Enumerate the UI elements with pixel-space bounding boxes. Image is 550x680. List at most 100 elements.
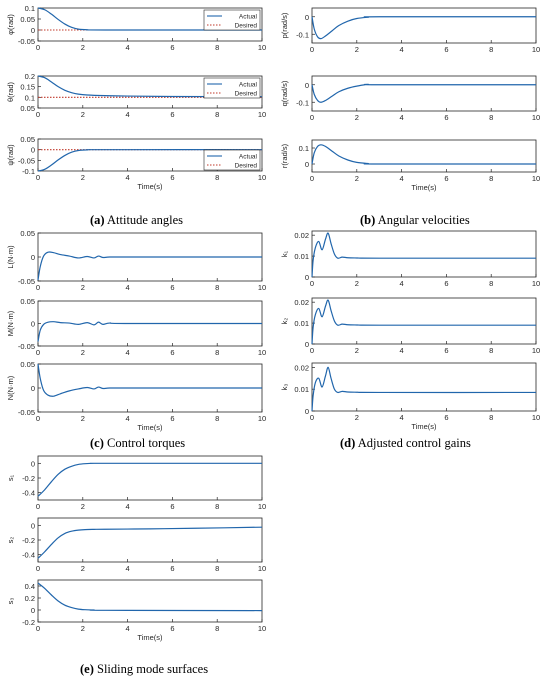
y-tick-label: 0: [305, 81, 309, 90]
x-tick-label: 6: [170, 283, 174, 292]
series-line-c3: [37, 363, 262, 397]
series-line-d1: [311, 232, 537, 278]
x-tick-label: 8: [489, 174, 493, 183]
x-tick-label: 10: [532, 45, 540, 54]
y-tick-label: 0: [31, 253, 35, 262]
y-tick-label: 0.02: [294, 298, 309, 307]
x-tick-label: 8: [215, 414, 219, 423]
x-tick-label: 8: [489, 346, 493, 355]
x-tick-label: 2: [81, 110, 85, 119]
plot-frame: [311, 139, 537, 173]
x-tick-label: 6: [444, 113, 448, 122]
y-tick-label: -0.4: [22, 489, 35, 498]
x-tick-label: 10: [258, 414, 266, 423]
x-tick-label: 2: [355, 45, 359, 54]
subplot-d1: 0.02 0.01 00 2 4 6 8 10 k₁: [280, 230, 540, 288]
legend: Actual Desired: [203, 9, 261, 31]
subplot-c3: 0.050-0.050 2 4 6 8 10N(N·m)Time(s): [6, 360, 266, 432]
x-tick-label: 2: [81, 414, 85, 423]
y-axis-label: s₂: [6, 537, 15, 544]
x-tick-label: 10: [532, 413, 540, 422]
y-tick-label: 0.01: [294, 385, 309, 394]
series-line-c1: [37, 251, 262, 281]
x-tick-label: 0: [36, 110, 40, 119]
y-tick-label: 0: [31, 146, 35, 155]
series-line-e3: [37, 582, 263, 612]
x-tick-label: 0: [36, 348, 40, 357]
subplot-b1: 0-0.10 2 4 6 8 10p(rad/s): [280, 7, 540, 54]
y-tick-label: 0: [305, 160, 309, 169]
legend-label: Desired: [235, 163, 258, 170]
y-tick-label: 0.05: [20, 229, 35, 238]
y-axis-label: N(N·m): [6, 375, 15, 400]
caption-d: (d) Adjusted control gains: [340, 436, 471, 450]
x-axis-label: Time(s): [411, 422, 437, 431]
y-axis-label: s₃: [6, 598, 15, 605]
series-line-c2: [37, 321, 263, 342]
y-axis-label: q(rad/s): [280, 80, 289, 106]
x-tick-label: 10: [532, 174, 540, 183]
x-axis-label: Time(s): [137, 633, 163, 642]
x-tick-label: 6: [444, 346, 448, 355]
y-tick-label: 0.4: [25, 582, 35, 591]
y-tick-label: 0.02: [294, 231, 309, 240]
x-tick-label: 6: [170, 110, 174, 119]
x-tick-label: 4: [400, 413, 404, 422]
y-axis-label: k₃: [280, 384, 289, 391]
x-tick-label: 0: [36, 414, 40, 423]
x-tick-label: 0: [310, 346, 314, 355]
x-tick-label: 6: [170, 502, 174, 511]
x-tick-label: 8: [215, 283, 219, 292]
x-tick-label: 0: [36, 624, 40, 633]
y-tick-label: 0.1: [25, 4, 35, 13]
plot-frame: [37, 517, 263, 563]
subplot-b2: 0-0.10 2 4 6 8 10q(rad/s): [280, 75, 540, 122]
x-tick-label: 8: [489, 279, 493, 288]
series-line-d3: [311, 366, 537, 412]
y-axis-label: M(N·m): [6, 310, 15, 336]
x-tick-label: 6: [444, 279, 448, 288]
legend-box: [203, 149, 261, 171]
x-tick-label: 0: [310, 279, 314, 288]
y-tick-label: 0.2: [25, 594, 35, 603]
series-line-e2: [37, 526, 263, 559]
y-tick-label: -0.2: [22, 536, 35, 545]
y-tick-label: -0.05: [18, 156, 35, 165]
y-tick-label: 0: [305, 407, 309, 416]
x-tick-label: 8: [489, 413, 493, 422]
x-tick-label: 2: [81, 43, 85, 52]
x-tick-label: 0: [36, 173, 40, 182]
x-tick-label: 4: [400, 113, 404, 122]
x-tick-label: 8: [215, 43, 219, 52]
y-axis-label: φ(rad): [6, 14, 15, 35]
x-tick-label: 2: [81, 283, 85, 292]
x-tick-label: 2: [355, 413, 359, 422]
y-tick-label: -0.2: [22, 474, 35, 483]
x-tick-label: 8: [489, 45, 493, 54]
plot-frame: [311, 230, 537, 278]
x-tick-label: 8: [215, 348, 219, 357]
caption-b: (b) Angular velocities: [360, 213, 470, 227]
y-tick-label: -0.2: [22, 618, 35, 627]
y-tick-label: 0: [31, 459, 35, 468]
series-line-b3: [311, 144, 537, 165]
x-tick-label: 10: [258, 624, 266, 633]
x-tick-label: 4: [126, 502, 130, 511]
x-tick-label: 2: [81, 502, 85, 511]
x-tick-label: 4: [126, 624, 130, 633]
x-tick-label: 0: [36, 564, 40, 573]
x-tick-label: 10: [258, 110, 266, 119]
x-tick-label: 8: [215, 110, 219, 119]
legend-label: Actual: [239, 14, 258, 21]
y-tick-label: 0: [305, 13, 309, 22]
subplot-d3: 0.02 0.01 00 2 4 6 8 10 k₃ Time(s): [280, 362, 540, 431]
x-tick-label: 8: [215, 624, 219, 633]
y-tick-label: -0.1: [22, 167, 35, 176]
y-tick-label: 0: [31, 521, 35, 530]
x-tick-label: 6: [170, 173, 174, 182]
x-tick-label: 8: [489, 113, 493, 122]
subplot-d2: 0.02 0.01 00 2 4 6 8 10 k₂: [280, 297, 540, 355]
